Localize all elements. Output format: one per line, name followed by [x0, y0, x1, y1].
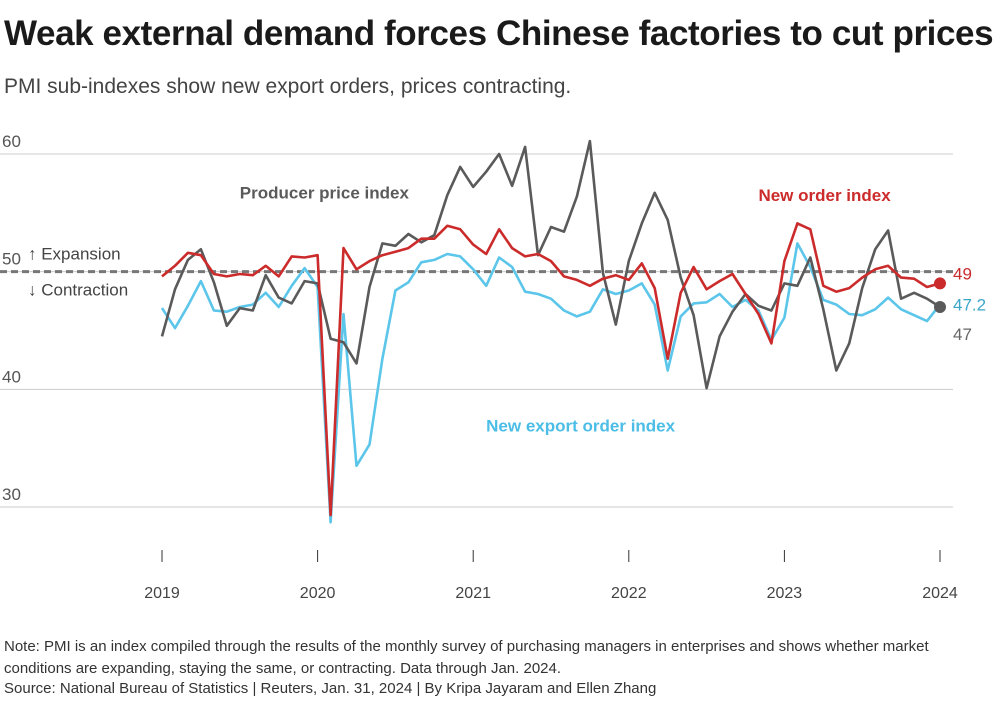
- chart-subtitle: PMI sub-indexes show new export orders, …: [4, 75, 572, 98]
- series-line-new_order: [161, 222, 941, 517]
- x-tick-label: 2019: [144, 585, 180, 602]
- y-tick-label: 40: [2, 367, 21, 386]
- y-tick-label: 60: [2, 132, 21, 151]
- contraction-label: ↓ Contraction: [28, 281, 128, 300]
- chart-title: Weak external demand forces Chinese fact…: [4, 14, 994, 53]
- series-line-producer: [160, 139, 941, 390]
- end-marker-producer: [934, 300, 946, 313]
- series-label-export: New export order index: [486, 417, 675, 436]
- end-label-new_order: 49: [953, 264, 972, 283]
- chart-note: Note: PMI is an index compiled through t…: [4, 638, 929, 677]
- x-tick-label: 2023: [767, 585, 803, 602]
- chart: 30 40 50 60 ↑ Expansion ↓ Contraction 2019 2020…: [0, 132, 986, 602]
- x-tick-label: 2022: [611, 585, 647, 602]
- x-tick-label: 2020: [300, 585, 336, 602]
- expansion-label: ↑ Expansion: [28, 245, 121, 264]
- end-label-producer: 47: [953, 325, 972, 344]
- end-label-export: 47.2: [953, 296, 986, 315]
- y-tick-label: 30: [2, 485, 21, 504]
- series-label-producer: Producer price index: [240, 184, 410, 203]
- y-tick-label: 50: [2, 250, 21, 269]
- x-tick-label: 2024: [922, 585, 958, 602]
- chart-source: Source: National Bureau of Statistics | …: [4, 680, 657, 697]
- series-label-new_order: New order index: [758, 186, 891, 205]
- end-marker-new_order: [934, 277, 946, 290]
- series-line-export: [160, 242, 942, 524]
- x-tick-label: 2021: [455, 585, 491, 602]
